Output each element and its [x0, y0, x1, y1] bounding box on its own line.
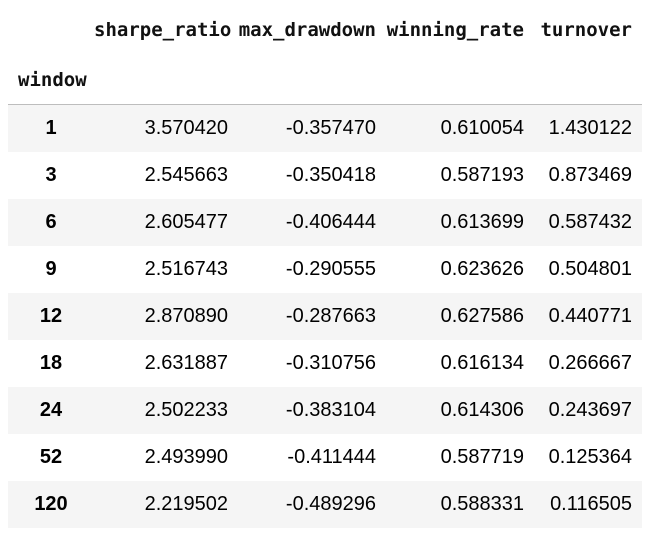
turnover-cell: 0.116505	[550, 493, 632, 515]
turnover-cell: 0.873469	[548, 164, 632, 186]
turnover-cell: 0.440771	[548, 305, 632, 327]
row-index-cell: 18	[39, 352, 63, 374]
blank-corner-cell	[8, 0, 94, 56]
max-drawdown-cell: -0.310756	[285, 352, 376, 374]
table-body: 1 3.570420 -0.357470 0.610054 1.430122 3…	[8, 104, 642, 528]
sharpe-ratio-cell: 2.545663	[144, 164, 228, 186]
table-row: 12 2.870890 -0.287663 0.627586 0.440771	[8, 293, 642, 340]
turnover-cell: 0.266667	[548, 352, 632, 374]
max-drawdown-cell: -0.406444	[285, 211, 376, 233]
turnover-cell: 0.504801	[548, 258, 632, 280]
index-name-row: window	[8, 56, 642, 105]
table-row: 18 2.631887 -0.310756 0.616134 0.266667	[8, 340, 642, 387]
winning-rate-cell: 0.616134	[440, 352, 524, 374]
table-row: 9 2.516743 -0.290555 0.623626 0.504801	[8, 246, 642, 293]
sharpe-ratio-cell: 3.570420	[144, 117, 228, 139]
blank-header-cell	[386, 56, 534, 105]
winning-rate-cell: 0.588331	[440, 493, 524, 515]
row-index-cell: 6	[45, 211, 57, 233]
max-drawdown-cell: -0.489296	[285, 493, 376, 515]
index-name-label: window	[18, 69, 87, 91]
sharpe-ratio-cell: 2.493990	[144, 446, 228, 468]
max-drawdown-cell: -0.287663	[285, 305, 376, 327]
winning-rate-cell: 0.613699	[440, 211, 524, 233]
winning-rate-cell: 0.610054	[440, 117, 524, 139]
row-index-cell: 1	[45, 117, 57, 139]
blank-header-cell	[534, 56, 642, 105]
row-index-cell: 24	[39, 399, 63, 421]
sharpe-ratio-cell: 2.219502	[144, 493, 228, 515]
winning-rate-cell: 0.614306	[440, 399, 524, 421]
turnover-cell: 0.587432	[548, 211, 632, 233]
column-header-row: sharpe_ratio max_drawdown winning_rate t…	[8, 0, 642, 56]
row-index-cell: 12	[39, 305, 63, 327]
turnover-cell: 0.125364	[548, 446, 632, 468]
column-header-sharpe-ratio: sharpe_ratio	[94, 19, 232, 41]
max-drawdown-cell: -0.290555	[285, 258, 376, 280]
sharpe-ratio-cell: 2.502233	[144, 399, 228, 421]
winning-rate-cell: 0.587193	[440, 164, 524, 186]
winning-rate-cell: 0.587719	[440, 446, 524, 468]
max-drawdown-cell: -0.383104	[285, 399, 376, 421]
blank-header-cell	[94, 56, 238, 105]
table-row: 1 3.570420 -0.357470 0.610054 1.430122	[8, 104, 642, 152]
turnover-cell: 0.243697	[548, 399, 632, 421]
winning-rate-cell: 0.627586	[440, 305, 524, 327]
column-header-winning-rate: winning_rate	[386, 19, 524, 41]
table-row: 3 2.545663 -0.350418 0.587193 0.873469	[8, 152, 642, 199]
sharpe-ratio-cell: 2.605477	[144, 211, 228, 233]
table-row: 24 2.502233 -0.383104 0.614306 0.243697	[8, 387, 642, 434]
row-index-cell: 52	[39, 446, 63, 468]
dataframe-output: sharpe_ratio max_drawdown winning_rate t…	[8, 0, 642, 528]
max-drawdown-cell: -0.357470	[285, 117, 376, 139]
table-row: 120 2.219502 -0.489296 0.588331 0.116505	[8, 481, 642, 528]
blank-header-cell	[238, 56, 386, 105]
row-index-cell: 3	[45, 164, 57, 186]
table-header: sharpe_ratio max_drawdown winning_rate t…	[8, 0, 642, 105]
sharpe-ratio-cell: 2.516743	[144, 258, 228, 280]
dataframe-table: sharpe_ratio max_drawdown winning_rate t…	[8, 0, 642, 528]
table-row: 6 2.605477 -0.406444 0.613699 0.587432	[8, 199, 642, 246]
column-header-turnover: turnover	[540, 19, 632, 41]
sharpe-ratio-cell: 2.631887	[144, 352, 228, 374]
max-drawdown-cell: -0.350418	[285, 164, 376, 186]
table-row: 52 2.493990 -0.411444 0.587719 0.125364	[8, 434, 642, 481]
sharpe-ratio-cell: 2.870890	[144, 305, 228, 327]
row-index-cell: 9	[45, 258, 57, 280]
max-drawdown-cell: -0.411444	[287, 446, 376, 468]
row-index-cell: 120	[34, 493, 68, 515]
column-header-max-drawdown: max_drawdown	[238, 19, 376, 41]
winning-rate-cell: 0.623626	[440, 258, 524, 280]
turnover-cell: 1.430122	[548, 117, 632, 139]
